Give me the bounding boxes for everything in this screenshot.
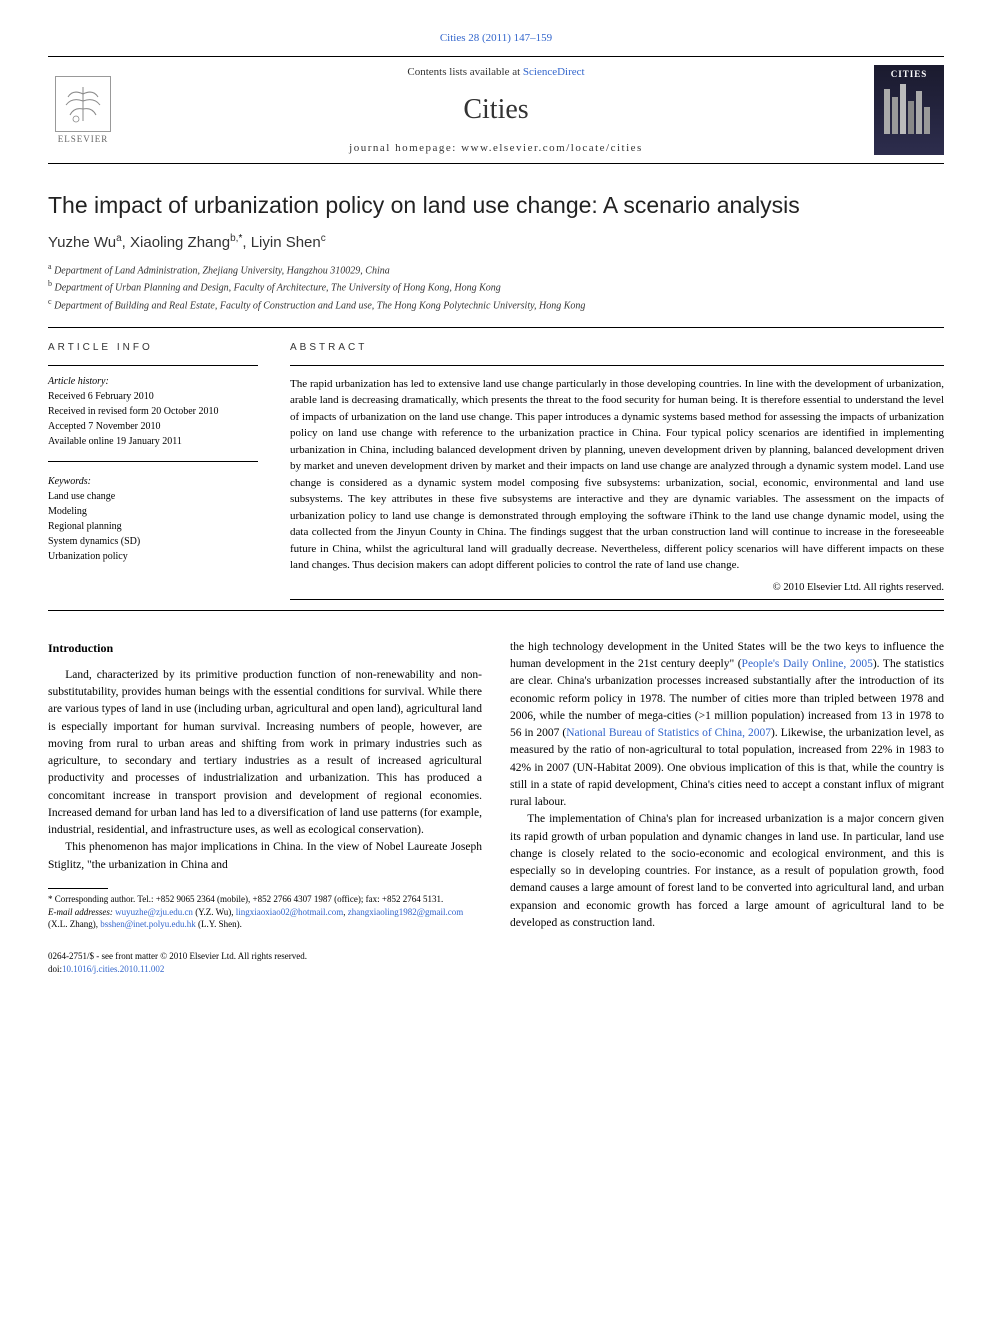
affiliation-b-text: Department of Urban Planning and Design,… <box>55 283 501 294</box>
body-col-left: Introduction Land, characterized by its … <box>48 639 482 932</box>
affiliation-c: c Department of Building and Real Estate… <box>48 296 944 313</box>
article-title: The impact of urbanization policy on lan… <box>48 192 944 219</box>
journal-ref-link[interactable]: Cities 28 (2011) 147–159 <box>440 32 552 44</box>
elsevier-tree-icon <box>55 76 111 132</box>
journal-cover-thumbnail: CITIES <box>874 65 944 155</box>
body-paragraph: the high technology development in the U… <box>510 639 944 812</box>
affiliation-b: b Department of Urban Planning and Desig… <box>48 278 944 295</box>
email-who: (Y.Z. Wu), <box>193 907 236 917</box>
article-info-label: ARTICLE INFO <box>48 342 258 353</box>
contents-lists-line: Contents lists available at ScienceDirec… <box>118 66 874 78</box>
corresponding-mark: * <box>238 233 242 244</box>
affiliation-c-text: Department of Building and Real Estate, … <box>54 300 585 311</box>
corresponding-footnote: * Corresponding author. Tel.: +852 9065 … <box>48 893 482 906</box>
copyright: © 2010 Elsevier Ltd. All rights reserved… <box>290 582 944 593</box>
citation-link[interactable]: National Bureau of Statistics of China, … <box>566 727 771 739</box>
author-1-aff: a <box>116 233 122 244</box>
cover-title: CITIES <box>891 69 928 79</box>
author-3: Liyin Shen <box>251 234 321 251</box>
history-accepted: Accepted 7 November 2010 <box>48 419 258 434</box>
email-link[interactable]: bsshen@inet.polyu.edu.hk <box>100 919 196 929</box>
elsevier-label: ELSEVIER <box>58 134 109 144</box>
divider <box>48 327 944 328</box>
footnote-divider <box>48 888 108 889</box>
citation-link[interactable]: People's Daily Online, 2005 <box>742 658 873 670</box>
sciencedirect-link[interactable]: ScienceDirect <box>523 66 585 78</box>
history-received: Received 6 February 2010 <box>48 389 258 404</box>
doi-line: doi:10.1016/j.cities.2010.11.002 <box>48 963 944 976</box>
doi-label: doi: <box>48 964 62 974</box>
journal-reference: Cities 28 (2011) 147–159 <box>48 32 944 44</box>
email-link[interactable]: lingxiaoxiao02@hotmail.com <box>236 907 344 917</box>
keyword: Modeling <box>48 504 258 519</box>
history-label: Article history: <box>48 376 258 387</box>
authors: Yuzhe Wua, Xiaoling Zhangb,*, Liyin Shen… <box>48 233 944 251</box>
email-footnote: E-mail addresses: wuyuzhe@zju.edu.cn (Y.… <box>48 906 482 931</box>
author-1: Yuzhe Wu <box>48 234 116 251</box>
keyword: Regional planning <box>48 519 258 534</box>
email-label: E-mail addresses: <box>48 907 113 917</box>
abstract-label: ABSTRACT <box>290 342 944 353</box>
abstract-text: The rapid urbanization has led to extens… <box>290 376 944 574</box>
homepage-prefix: journal homepage: <box>349 142 461 154</box>
abstract-col: ABSTRACT The rapid urbanization has led … <box>290 342 944 600</box>
author-3-aff: c <box>321 233 326 244</box>
journal-homepage: journal homepage: www.elsevier.com/locat… <box>118 142 874 154</box>
keywords-label: Keywords: <box>48 476 258 487</box>
body-text: ). Likewise, the urbanization level, as … <box>510 727 944 808</box>
journal-name: Cities <box>118 94 874 126</box>
body-paragraph: Land, characterized by its primitive pro… <box>48 667 482 840</box>
contents-prefix: Contents lists available at <box>407 66 522 78</box>
history-revised: Received in revised form 20 October 2010 <box>48 404 258 419</box>
journal-header: ELSEVIER Contents lists available at Sci… <box>48 56 944 164</box>
body-columns: Introduction Land, characterized by its … <box>48 639 944 932</box>
introduction-heading: Introduction <box>48 639 482 657</box>
email-link[interactable]: zhangxiaoling1982@gmail.com <box>348 907 464 917</box>
footer: 0264-2751/$ - see front matter © 2010 El… <box>48 950 944 975</box>
email-link[interactable]: wuyuzhe@zju.edu.cn <box>115 907 193 917</box>
author-2: Xiaoling Zhang <box>130 234 230 251</box>
history-online: Available online 19 January 2011 <box>48 434 258 449</box>
keyword: Land use change <box>48 489 258 504</box>
body-col-right: the high technology development in the U… <box>510 639 944 932</box>
header-center: Contents lists available at ScienceDirec… <box>118 66 874 154</box>
article-info-col: ARTICLE INFO Article history: Received 6… <box>48 342 258 600</box>
issn-line: 0264-2751/$ - see front matter © 2010 El… <box>48 950 944 963</box>
homepage-url: www.elsevier.com/locate/cities <box>461 142 643 154</box>
keyword: Urbanization policy <box>48 549 258 564</box>
keyword: System dynamics (SD) <box>48 534 258 549</box>
affiliation-a: a Department of Land Administration, Zhe… <box>48 261 944 278</box>
email-who: (X.L. Zhang), <box>48 919 100 929</box>
affiliation-a-text: Department of Land Administration, Zheji… <box>54 265 390 276</box>
body-paragraph: The implementation of China's plan for i… <box>510 811 944 932</box>
email-who: (L.Y. Shen). <box>196 919 242 929</box>
divider <box>48 610 944 611</box>
info-abstract-row: ARTICLE INFO Article history: Received 6… <box>48 342 944 600</box>
affiliations: a Department of Land Administration, Zhe… <box>48 261 944 313</box>
elsevier-logo: ELSEVIER <box>48 70 118 150</box>
doi-link[interactable]: 10.1016/j.cities.2010.11.002 <box>62 964 164 974</box>
body-paragraph: This phenomenon has major implications i… <box>48 839 482 874</box>
